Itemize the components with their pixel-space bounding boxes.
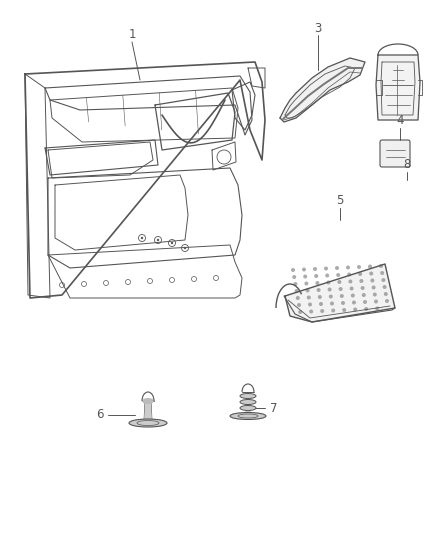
Circle shape: [358, 272, 362, 276]
Ellipse shape: [230, 413, 266, 419]
FancyBboxPatch shape: [380, 140, 410, 167]
Text: 3: 3: [314, 21, 321, 35]
Circle shape: [350, 287, 353, 290]
Circle shape: [309, 310, 313, 313]
Circle shape: [380, 271, 384, 275]
Ellipse shape: [142, 398, 154, 404]
Circle shape: [313, 267, 317, 271]
Polygon shape: [280, 58, 365, 122]
Circle shape: [314, 274, 318, 278]
Circle shape: [385, 299, 389, 303]
Circle shape: [340, 294, 344, 298]
Circle shape: [292, 275, 296, 279]
Circle shape: [373, 293, 377, 296]
Circle shape: [337, 280, 341, 284]
Circle shape: [336, 273, 340, 277]
Circle shape: [298, 310, 302, 314]
Circle shape: [384, 292, 388, 296]
Circle shape: [360, 279, 364, 283]
Circle shape: [362, 293, 366, 297]
Circle shape: [326, 280, 330, 285]
Circle shape: [335, 266, 339, 270]
Circle shape: [353, 308, 357, 311]
Circle shape: [328, 287, 332, 292]
Circle shape: [331, 309, 335, 312]
Text: 1: 1: [128, 28, 136, 42]
Circle shape: [347, 272, 351, 277]
Circle shape: [383, 285, 387, 289]
Circle shape: [329, 295, 333, 298]
Circle shape: [339, 287, 343, 291]
Text: 5: 5: [336, 193, 344, 206]
Circle shape: [157, 239, 159, 241]
Circle shape: [325, 273, 329, 278]
Circle shape: [295, 289, 299, 293]
Circle shape: [342, 308, 346, 312]
Circle shape: [291, 268, 295, 272]
Circle shape: [341, 301, 345, 305]
Circle shape: [171, 242, 173, 244]
Polygon shape: [245, 400, 251, 416]
Circle shape: [141, 237, 143, 239]
Circle shape: [319, 302, 323, 306]
Ellipse shape: [129, 419, 167, 427]
Circle shape: [320, 309, 324, 313]
Text: 6: 6: [96, 408, 104, 422]
Circle shape: [315, 281, 319, 285]
Circle shape: [346, 265, 350, 270]
Circle shape: [306, 288, 310, 293]
Circle shape: [351, 294, 355, 297]
Circle shape: [184, 247, 186, 249]
Ellipse shape: [240, 400, 256, 405]
Circle shape: [303, 274, 307, 279]
Circle shape: [371, 286, 376, 289]
Text: 4: 4: [396, 114, 404, 126]
Circle shape: [352, 301, 356, 304]
Circle shape: [371, 279, 374, 282]
Circle shape: [307, 295, 311, 300]
Circle shape: [302, 268, 306, 271]
Circle shape: [379, 264, 383, 268]
Circle shape: [363, 300, 367, 304]
Circle shape: [297, 303, 301, 307]
Circle shape: [318, 295, 322, 299]
Text: 8: 8: [403, 158, 411, 172]
Circle shape: [293, 282, 297, 286]
Circle shape: [374, 300, 378, 303]
Polygon shape: [144, 401, 152, 423]
Circle shape: [308, 303, 312, 306]
Circle shape: [330, 302, 334, 305]
Circle shape: [324, 266, 328, 271]
Polygon shape: [285, 264, 395, 322]
Circle shape: [381, 278, 385, 282]
Circle shape: [360, 286, 364, 290]
Ellipse shape: [240, 406, 256, 410]
Circle shape: [357, 265, 361, 269]
Circle shape: [317, 288, 321, 292]
Circle shape: [296, 296, 300, 300]
Circle shape: [369, 271, 373, 276]
Circle shape: [304, 281, 308, 286]
Circle shape: [375, 306, 379, 311]
Circle shape: [368, 264, 372, 269]
Circle shape: [364, 307, 368, 311]
Polygon shape: [376, 55, 420, 120]
Text: 7: 7: [270, 401, 278, 415]
Ellipse shape: [240, 393, 256, 399]
Circle shape: [348, 279, 353, 284]
